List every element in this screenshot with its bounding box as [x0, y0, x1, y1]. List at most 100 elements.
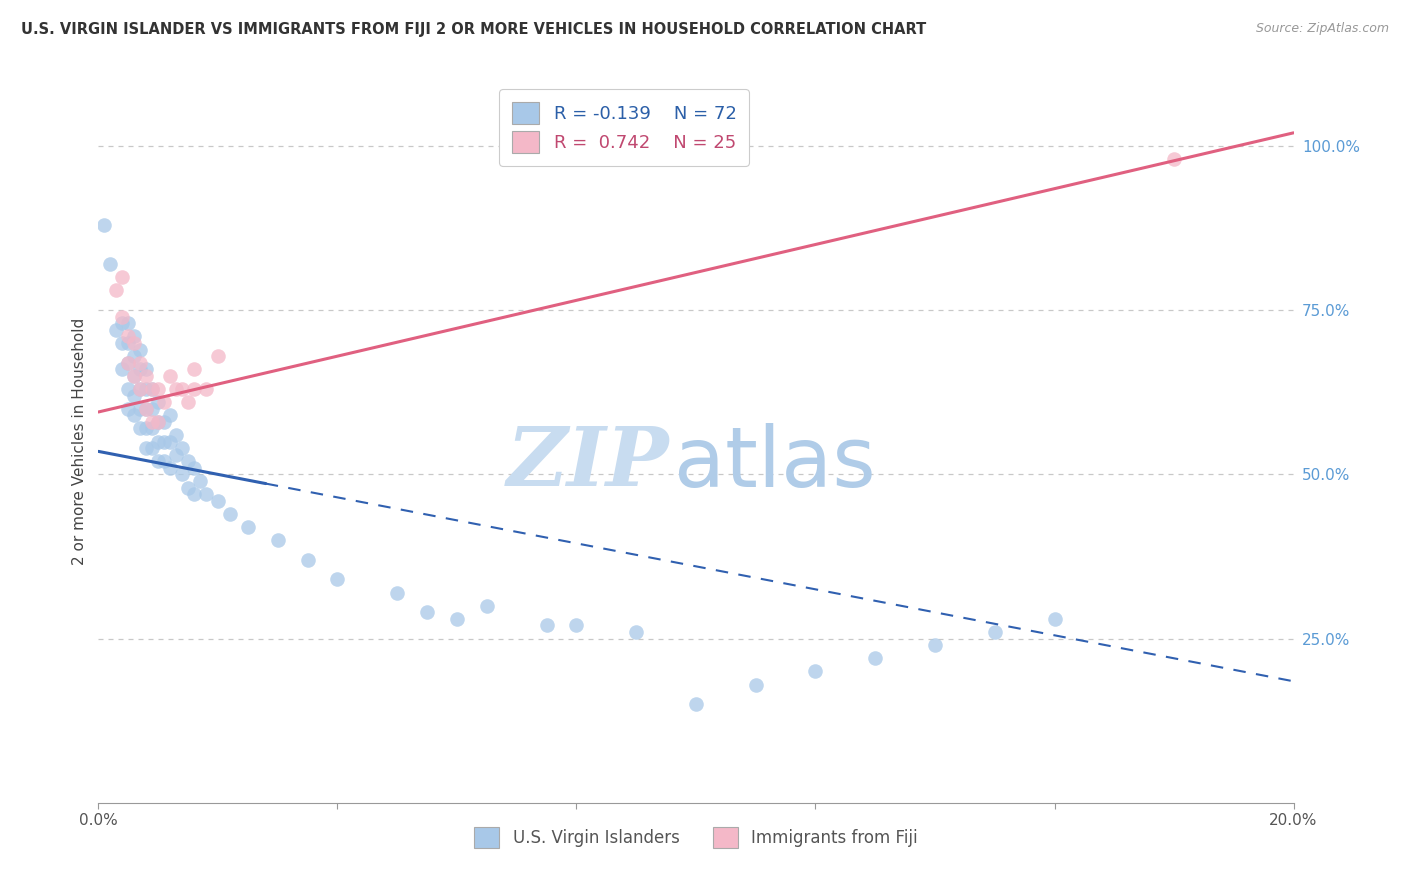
- Point: [416, 605, 439, 619]
- Point: [385, 585, 409, 599]
- Point: [135, 401, 157, 416]
- Point: [536, 618, 558, 632]
- Point: [183, 487, 205, 501]
- Legend: U.S. Virgin Islanders, Immigrants from Fiji: U.S. Virgin Islanders, Immigrants from F…: [465, 819, 927, 856]
- Point: [159, 434, 181, 449]
- Point: [165, 448, 187, 462]
- Point: [984, 625, 1007, 640]
- Point: [129, 362, 152, 376]
- Point: [111, 316, 134, 330]
- Point: [129, 401, 152, 416]
- Point: [475, 599, 498, 613]
- Point: [153, 434, 176, 449]
- Point: [124, 368, 146, 383]
- Point: [326, 573, 349, 587]
- Point: [111, 362, 134, 376]
- Point: [141, 415, 163, 429]
- Point: [177, 481, 200, 495]
- Point: [219, 507, 242, 521]
- Point: [446, 612, 468, 626]
- Point: [236, 520, 259, 534]
- Point: [745, 677, 768, 691]
- Point: [159, 368, 181, 383]
- Point: [177, 454, 200, 468]
- Point: [297, 553, 319, 567]
- Point: [1163, 152, 1185, 166]
- Point: [135, 421, 157, 435]
- Point: [124, 409, 146, 423]
- Point: [177, 395, 200, 409]
- Point: [141, 421, 163, 435]
- Point: [804, 665, 827, 679]
- Point: [188, 474, 211, 488]
- Point: [183, 362, 205, 376]
- Point: [267, 533, 290, 547]
- Point: [135, 441, 157, 455]
- Point: [129, 382, 152, 396]
- Point: [865, 651, 887, 665]
- Point: [135, 401, 157, 416]
- Point: [148, 434, 170, 449]
- Point: [159, 460, 181, 475]
- Point: [124, 388, 146, 402]
- Point: [148, 415, 170, 429]
- Point: [183, 382, 205, 396]
- Point: [924, 638, 946, 652]
- Point: [117, 336, 139, 351]
- Text: atlas: atlas: [675, 423, 876, 504]
- Point: [124, 329, 146, 343]
- Point: [141, 382, 163, 396]
- Point: [172, 382, 194, 396]
- Point: [117, 356, 139, 370]
- Point: [98, 257, 122, 271]
- Point: [141, 401, 163, 416]
- Point: [148, 395, 170, 409]
- Point: [129, 356, 152, 370]
- Point: [153, 415, 176, 429]
- Point: [124, 349, 146, 363]
- Y-axis label: 2 or more Vehicles in Household: 2 or more Vehicles in Household: [72, 318, 87, 566]
- Point: [148, 415, 170, 429]
- Text: ZIP: ZIP: [508, 423, 669, 503]
- Point: [1043, 612, 1066, 626]
- Point: [148, 382, 170, 396]
- Point: [129, 421, 152, 435]
- Point: [117, 382, 139, 396]
- Point: [135, 368, 157, 383]
- Point: [135, 382, 157, 396]
- Point: [183, 460, 205, 475]
- Point: [148, 454, 170, 468]
- Point: [207, 349, 229, 363]
- Point: [195, 382, 218, 396]
- Point: [172, 441, 194, 455]
- Point: [195, 487, 218, 501]
- Point: [124, 336, 146, 351]
- Point: [111, 310, 134, 324]
- Point: [111, 336, 134, 351]
- Point: [165, 382, 187, 396]
- Point: [685, 698, 707, 712]
- Point: [172, 467, 194, 482]
- Point: [153, 395, 176, 409]
- Point: [207, 493, 229, 508]
- Point: [135, 362, 157, 376]
- Point: [105, 323, 128, 337]
- Text: Source: ZipAtlas.com: Source: ZipAtlas.com: [1256, 22, 1389, 36]
- Point: [153, 454, 176, 468]
- Point: [111, 270, 134, 285]
- Point: [105, 284, 128, 298]
- Point: [93, 218, 115, 232]
- Point: [626, 625, 648, 640]
- Point: [117, 401, 139, 416]
- Point: [141, 441, 163, 455]
- Point: [124, 368, 146, 383]
- Point: [129, 382, 152, 396]
- Text: U.S. VIRGIN ISLANDER VS IMMIGRANTS FROM FIJI 2 OR MORE VEHICLES IN HOUSEHOLD COR: U.S. VIRGIN ISLANDER VS IMMIGRANTS FROM …: [21, 22, 927, 37]
- Point: [165, 428, 187, 442]
- Point: [117, 316, 139, 330]
- Point: [565, 618, 588, 632]
- Point: [129, 343, 152, 357]
- Point: [159, 409, 181, 423]
- Point: [117, 329, 139, 343]
- Point: [141, 382, 163, 396]
